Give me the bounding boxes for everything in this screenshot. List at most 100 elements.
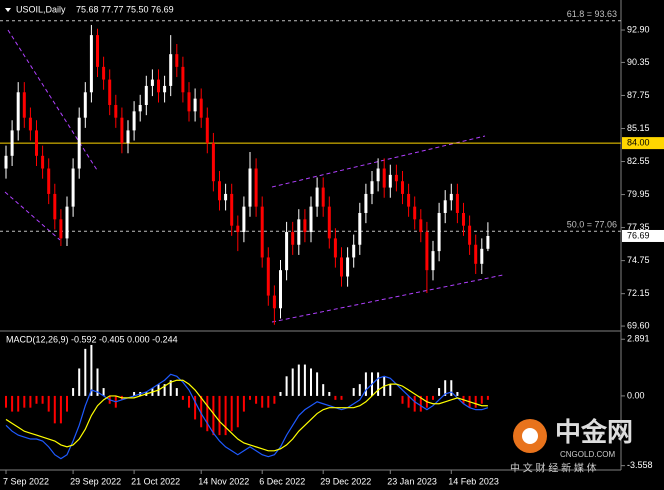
histogram-bar	[163, 384, 166, 396]
candle-body	[114, 104, 118, 118]
price-label: 76.69	[627, 230, 650, 240]
histogram-bar	[364, 372, 367, 396]
candle-body	[303, 219, 307, 233]
histogram-bar	[358, 384, 361, 396]
candle-body	[419, 219, 423, 233]
y-tick-label: 0.00	[627, 390, 645, 400]
candle-body	[266, 257, 270, 296]
candle-body	[370, 181, 374, 194]
y-tick-label: 77.35	[627, 222, 650, 232]
macd-title: MACD(12,26,9) -0.592 -0.405 0.000 -0.244	[6, 334, 178, 344]
candle-body	[230, 193, 234, 226]
histogram-bar	[218, 395, 221, 436]
histogram-bar	[84, 348, 87, 396]
histogram-bar	[175, 388, 178, 396]
histogram-bar	[450, 380, 453, 396]
histogram-bar	[328, 391, 331, 396]
candle-body	[59, 219, 63, 239]
candle-body	[486, 235, 490, 249]
y-tick-label: 82.55	[627, 156, 650, 166]
histogram-bar	[194, 395, 197, 420]
histogram-bar	[285, 376, 288, 396]
histogram-bar	[96, 368, 99, 396]
candle-body	[254, 168, 258, 207]
histogram-bar	[78, 368, 81, 396]
candle-body	[132, 111, 136, 131]
histogram-bar	[432, 395, 434, 400]
candle-body	[169, 54, 173, 86]
histogram-bar	[316, 372, 319, 396]
candle-body	[474, 244, 478, 264]
trend-line	[4, 191, 61, 241]
candle-body	[22, 92, 26, 118]
candle-body	[77, 117, 81, 169]
histogram-bar	[200, 395, 203, 428]
candle-body	[41, 155, 45, 169]
watermark-url: CNGOLD.COM	[560, 450, 615, 459]
x-tick-label: 23 Jan 2023	[387, 476, 437, 486]
candle-body	[16, 92, 20, 131]
signal-line	[5, 379, 488, 452]
candle-body	[47, 168, 51, 194]
level-tag	[622, 137, 664, 150]
y-tick-label: 92.90	[627, 24, 650, 34]
histogram-bar	[310, 368, 312, 396]
histogram-bar	[242, 395, 245, 412]
candle-body	[449, 193, 453, 201]
candle-body	[187, 92, 191, 112]
candle-body	[242, 206, 246, 233]
candle-body	[96, 35, 99, 67]
histogram-bar	[456, 391, 459, 396]
y-tick-label: 72.15	[627, 288, 650, 298]
candle-body	[126, 130, 130, 144]
macd-line	[5, 373, 489, 460]
histogram-bar	[53, 395, 56, 424]
level-label: 84.00	[627, 137, 650, 147]
candle-body	[193, 98, 197, 112]
channel-line	[271, 135, 486, 188]
histogram-bar	[413, 395, 416, 412]
histogram-bar	[291, 368, 294, 396]
histogram-bar	[352, 388, 355, 396]
candle-body	[28, 117, 32, 131]
histogram-bar	[23, 395, 26, 408]
candle-body	[102, 66, 106, 80]
candle-body	[291, 232, 295, 245]
candle-body	[83, 92, 87, 118]
candle-body	[376, 168, 380, 182]
collapse-icon	[5, 8, 11, 12]
histogram-bar	[249, 395, 251, 400]
watermark-tagline: 中 文 财 经 新 媒 体	[510, 462, 597, 475]
histogram-bar	[72, 388, 75, 396]
histogram-bar	[389, 384, 392, 396]
histogram-bar	[133, 391, 136, 396]
candle-body	[352, 244, 356, 258]
histogram-bar	[206, 395, 209, 432]
candle-body	[71, 168, 75, 207]
histogram-bar	[230, 395, 233, 432]
candle-body	[175, 54, 179, 67]
x-tick-label: 21 Oct 2022	[131, 476, 180, 486]
candle-body	[89, 35, 93, 93]
histogram-bar	[334, 395, 337, 400]
y-tick-label: 2.891	[627, 334, 650, 344]
candle-body	[309, 206, 313, 233]
y-tick-label: 87.75	[627, 90, 650, 100]
histogram-bar	[188, 395, 190, 408]
watermark-brand: 中金网	[555, 417, 633, 447]
histogram-bar	[47, 395, 50, 412]
histogram-bar	[273, 395, 276, 404]
candle-body	[431, 251, 435, 271]
histogram-bar	[407, 395, 410, 408]
histogram-bar	[486, 395, 489, 400]
candle-body	[199, 98, 203, 118]
histogram-bar	[279, 391, 282, 396]
histogram-bar	[267, 395, 270, 408]
price-tag	[622, 229, 664, 242]
histogram-bar	[474, 395, 477, 408]
candle-body	[364, 193, 368, 213]
candle-body	[279, 270, 282, 309]
candle-body	[65, 206, 69, 239]
candle-body	[150, 79, 154, 86]
candle-body	[468, 225, 472, 245]
